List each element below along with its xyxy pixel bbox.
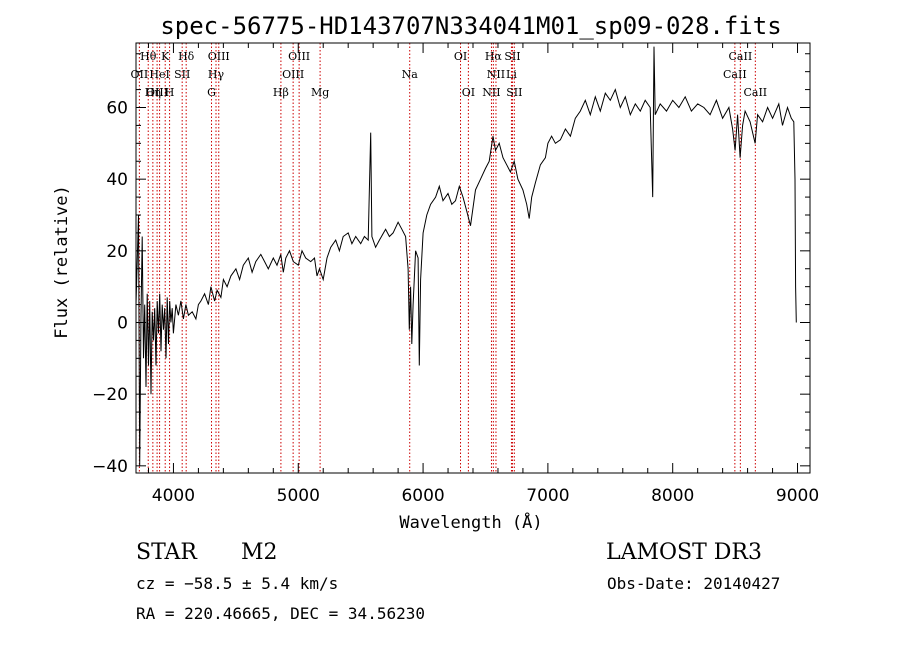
- y-tick-label: 0: [117, 314, 128, 334]
- spectral-line-label: H: [165, 86, 175, 99]
- spectral-line-label: NII: [487, 68, 505, 81]
- spectral-line-label: SII: [506, 86, 522, 99]
- x-tick-label: 5000: [277, 486, 320, 506]
- coordinates: RA = 220.46665, DEC = 34.56230: [136, 604, 425, 623]
- spectral-line-label: K: [161, 50, 170, 63]
- x-tick-label: 6000: [401, 486, 444, 506]
- spectral-line-label: OII: [131, 68, 149, 81]
- spectral-line-label: HeI: [149, 68, 169, 81]
- spectral-line-label: Mg: [311, 86, 329, 99]
- y-tick-label: −40: [92, 457, 128, 477]
- spectral-line-label: OI: [454, 50, 467, 63]
- object-subclass: M2: [241, 540, 278, 565]
- y-tick-label: 60: [106, 99, 128, 119]
- x-tick-label: 8000: [651, 486, 694, 506]
- x-tick-label: 7000: [526, 486, 569, 506]
- survey-name: LAMOST DR3: [606, 540, 762, 565]
- spectral-line-label: Li: [506, 68, 517, 81]
- spectral-line-label: CaII: [743, 86, 767, 99]
- spectrum-line: [135, 46, 797, 466]
- spectral-line-label: Hδ: [178, 50, 195, 63]
- spectral-line-label: Hα: [485, 50, 503, 63]
- redshift-velocity: cz = −58.5 ± 5.4 km/s: [136, 574, 338, 593]
- observation-date: Obs-Date: 20140427: [607, 574, 780, 593]
- spectral-line-label: OIII: [288, 50, 310, 63]
- x-axis-label: Wavelength (Å): [399, 511, 542, 533]
- x-tick-label: 4000: [152, 486, 195, 506]
- y-axis-label: Flux (relative): [52, 185, 72, 339]
- spectral-line-label: G: [207, 86, 216, 99]
- x-tick-label: 9000: [776, 486, 819, 506]
- spectral-line-label: Hβ: [273, 86, 289, 99]
- y-tick-label: 40: [106, 170, 128, 190]
- spectral-line-markers: [138, 43, 756, 473]
- spectral-line-labels: Hθ OII OIII HeI K Hη H SII Hδ OIII Hγ G OIII OIII Hβ Mg…: [131, 50, 768, 99]
- spectral-line-label: OI: [462, 86, 475, 99]
- spectral-line-label: Hγ: [208, 68, 225, 81]
- spectral-line-label: CaII: [729, 50, 753, 63]
- x-axis-ticks: 4000 5000 6000 7000 8000 9000: [147, 43, 819, 506]
- plot-frame: [135, 42, 811, 474]
- spectral-line-label: Hθ: [140, 50, 157, 63]
- spectral-line-label: OIII: [282, 68, 304, 81]
- spectral-line-label: SII: [174, 68, 190, 81]
- y-tick-label: −20: [92, 385, 128, 405]
- chart-title: spec-56775-HD143707N334041M01_sp09-028.f…: [160, 12, 781, 40]
- spectral-line-label: OIII: [208, 50, 230, 63]
- spectral-line-label: CaII: [723, 68, 747, 81]
- y-axis-ticks: −40 −20 0 20 40 60: [92, 53, 810, 477]
- spectral-line-label: NII: [482, 86, 500, 99]
- spectral-line-label: Na: [402, 68, 419, 81]
- spectral-line-label: Hη: [145, 86, 161, 99]
- spectral-line-label: SII: [504, 50, 520, 63]
- y-tick-label: 20: [106, 242, 128, 262]
- spectral-line-label: OIII: [146, 86, 168, 99]
- object-class: STAR: [136, 540, 198, 565]
